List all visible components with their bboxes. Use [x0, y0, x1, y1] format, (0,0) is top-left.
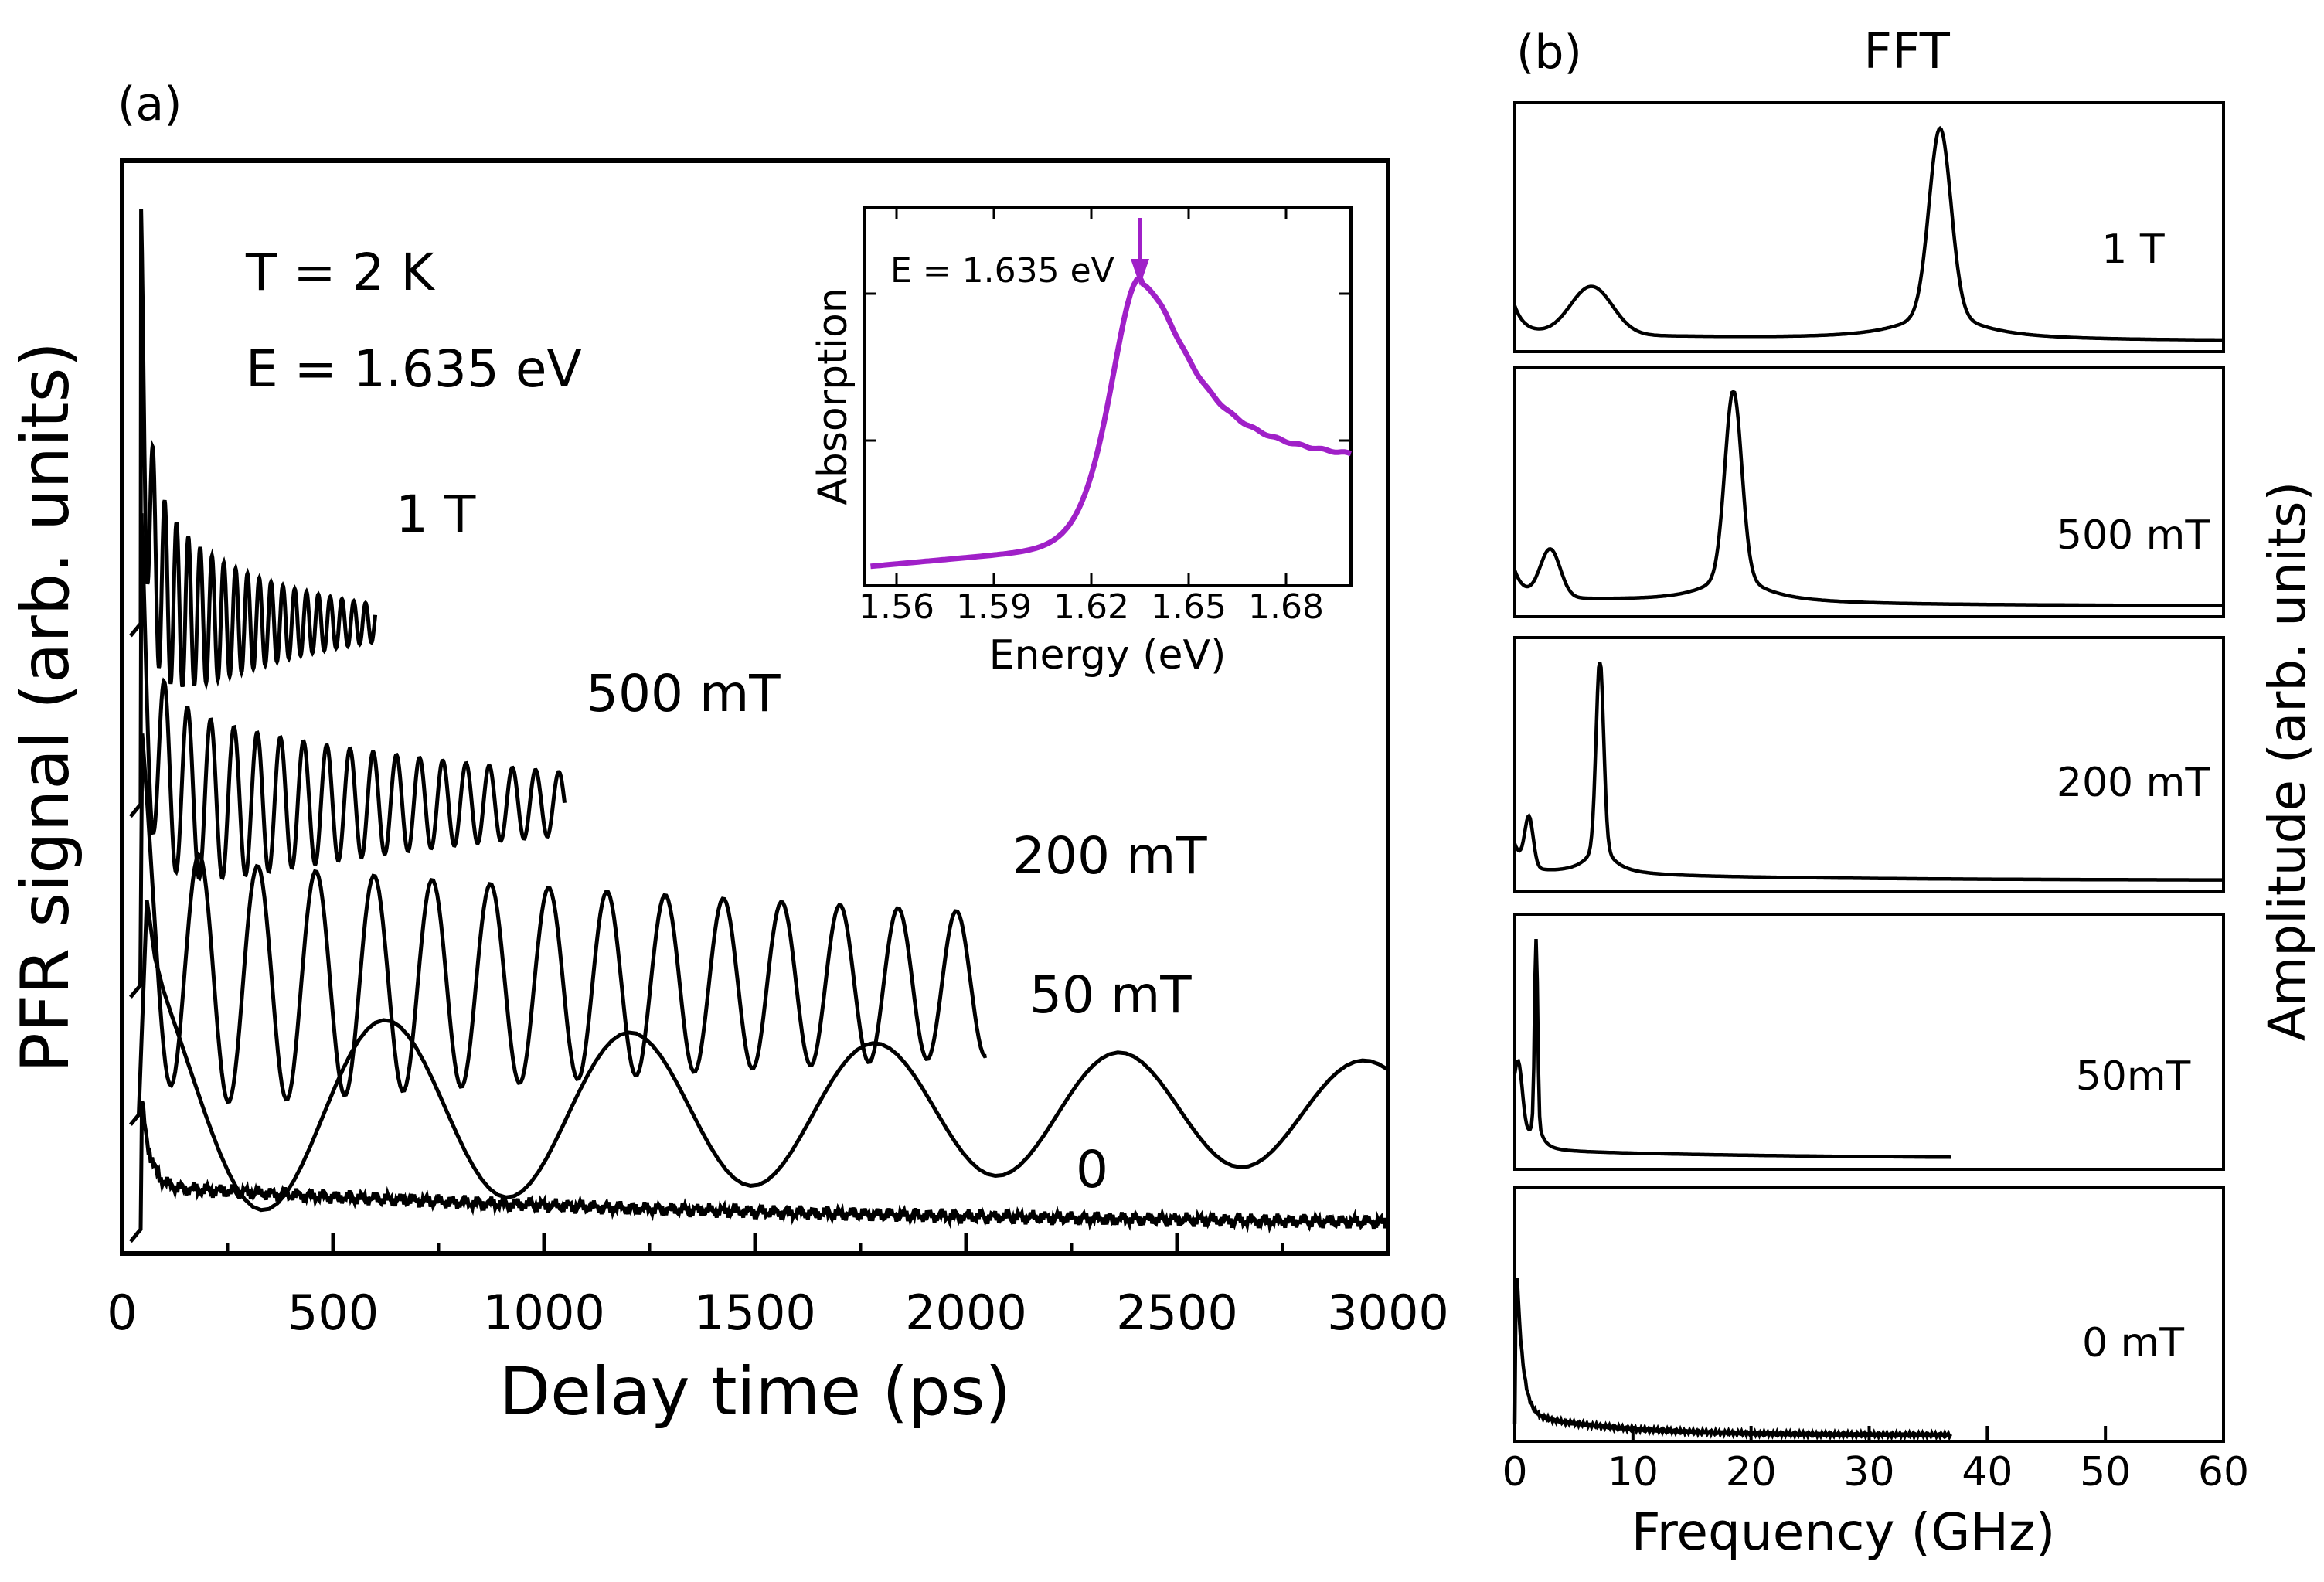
x-tick-label: 500: [288, 1284, 379, 1341]
panel-b-xlabel: Frequency (GHz): [1632, 1502, 2056, 1562]
inset-ticks: 1.56 1.59 1.62 1.65 1.68: [859, 207, 1351, 627]
series-500-mT-line: [128, 513, 567, 882]
fft-series-label: 200 mT: [2057, 760, 2210, 806]
fft-x-tick-label: 40: [1962, 1449, 2013, 1495]
fft-subpanels: 1 T 500 mT 200 mT 50mT 0 mT: [1512, 101, 2225, 1443]
fft-series-label: 50mT: [2076, 1053, 2191, 1100]
fft-subpanel-frame: [1513, 366, 2225, 618]
fft-subpanel-frame: [1513, 636, 2225, 893]
fft-x-tick-label: 0: [1502, 1449, 1527, 1495]
x-tick-label: 0: [107, 1284, 137, 1341]
fft-subpanel-200-mT: 200 mT: [1512, 636, 2225, 893]
fft-subpanel-frame: [1513, 913, 2225, 1171]
fft-x-tick-label: 10: [1608, 1449, 1659, 1495]
inset-x-tick-label: 1.68: [1248, 587, 1324, 627]
inset-x-tick-label: 1.65: [1151, 587, 1227, 627]
fft-series-50mT-line: [1512, 938, 1951, 1159]
x-tick-label: 2000: [905, 1284, 1027, 1341]
series-label-50-mT: 50 mT: [1029, 965, 1192, 1025]
series-label-200-mT: 200 mT: [1012, 826, 1207, 886]
series-1-T-line: [129, 208, 378, 691]
inset-xlabel: Energy (eV): [989, 632, 1227, 679]
fft-x-tick-label: 20: [1726, 1449, 1777, 1495]
fft-subpanel-0-mT: 0 mT: [1512, 1186, 2225, 1443]
inset-x-tick-label: 1.59: [956, 587, 1032, 627]
fft-series-label: 500 mT: [2057, 512, 2210, 559]
fft-series-0-mT-line: [1512, 1278, 1953, 1442]
x-tick-label: 3000: [1327, 1284, 1449, 1341]
panel-a-ylabel: PFR signal (arb. units): [7, 342, 84, 1073]
panel-a-label: (a): [117, 77, 182, 131]
fft-subpanel-frame: [1513, 101, 2225, 353]
panel-a: (a) T = 2 K E = 1.635 eV 0 500 1000 1500 200…: [7, 77, 1449, 1431]
fft-subpanel-50mT: 50mT: [1512, 913, 2225, 1171]
annotation-energy: E = 1.635 eV: [246, 339, 582, 399]
fft-series-label: 1 T: [2101, 226, 2165, 273]
series-label-1-T: 1 T: [396, 485, 476, 544]
fft-x-tick-label: 30: [1843, 1449, 1894, 1495]
fft-series-500-mT-line: [1512, 390, 2223, 607]
inset-absorption: 1.56 1.59 1.62 1.65 1.68 E = 1.635 eV Energy…: [810, 206, 1353, 679]
annotation-temperature: T = 2 K: [245, 243, 436, 302]
inset-x-tick-label: 1.62: [1053, 587, 1129, 627]
inset-absorption-curve: [870, 274, 1353, 570]
panel-b-label: (b): [1516, 26, 1582, 80]
inset-x-tick-label: 1.56: [859, 587, 934, 627]
fft-series-200-mT-line: [1512, 662, 2223, 882]
series-200-mT-line: [128, 733, 987, 1104]
fft-subpanel-1-T: 1 T: [1512, 101, 2225, 353]
panel-b-ylabel: Amplitude (arb. units): [2258, 481, 2317, 1041]
panel-a-curves: [128, 208, 1390, 1243]
panel-b-ticks: 0 10 20 30 40 50 60: [1502, 1426, 2249, 1495]
panel-a-series-labels: 1 T 500 mT 200 mT 50 mT 0: [396, 485, 1207, 1199]
inset-peak-arrow: [1131, 218, 1149, 286]
fft-x-tick-label: 60: [2198, 1449, 2249, 1495]
x-tick-label: 1000: [483, 1284, 605, 1341]
series-label-500-mT: 500 mT: [586, 664, 781, 723]
x-tick-label: 2500: [1116, 1284, 1238, 1341]
series-label-0: 0: [1076, 1140, 1108, 1199]
series-0-line: [128, 1100, 1390, 1243]
fft-series-label: 0 mT: [2082, 1320, 2184, 1366]
panel-a-xlabel: Delay time (ps): [499, 1353, 1011, 1431]
fft-subpanel-frame: [1513, 1186, 2225, 1443]
panel-a-ticks: 0 500 1000 1500 2000 2500 3000: [107, 1233, 1449, 1341]
panel-b-title: FFT: [1863, 23, 1951, 80]
inset-ylabel: Absorption: [810, 287, 856, 505]
fft-subpanel-500-mT: 500 mT: [1512, 366, 2225, 618]
fft-x-tick-label: 50: [2080, 1449, 2131, 1495]
panel-b: (b) FFT 1 T 500 mT 200 mT 50mT 0 mT 0 10 20 30 4…: [1502, 23, 2317, 1562]
arrow-head: [1131, 259, 1149, 286]
x-tick-label: 1500: [694, 1284, 816, 1341]
fft-series-1-T-line: [1512, 125, 2223, 342]
inset-annotation: E = 1.635 eV: [890, 251, 1114, 291]
series-50-mT-line: [128, 900, 1388, 1213]
